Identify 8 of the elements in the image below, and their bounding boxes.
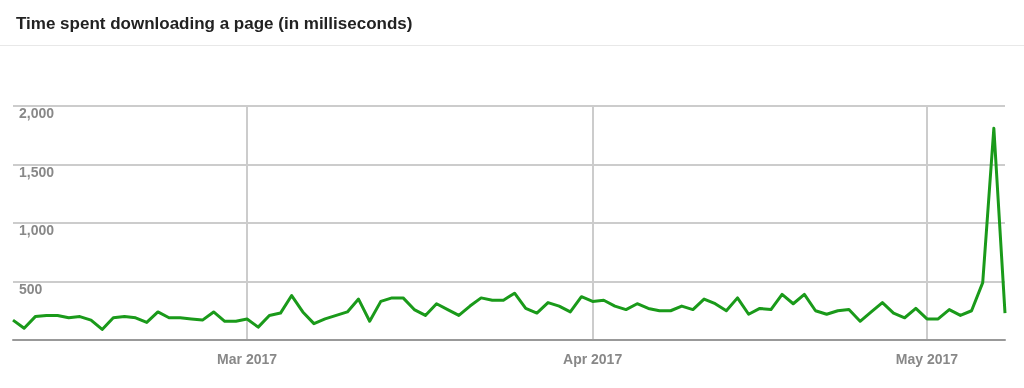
x-tick-label: Mar 2017 <box>217 351 278 367</box>
chart-title: Time spent downloading a page (in milliseconds) <box>16 14 413 33</box>
x-tick-label: May 2017 <box>895 351 959 367</box>
x-tick-label: Apr 2017 <box>563 351 623 367</box>
y-tick-label: 2,000 <box>19 105 55 121</box>
y-tick-label: 1,000 <box>19 222 55 238</box>
y-tick-label: 1,500 <box>19 163 55 180</box>
y-tick-label: 500 <box>19 280 43 297</box>
